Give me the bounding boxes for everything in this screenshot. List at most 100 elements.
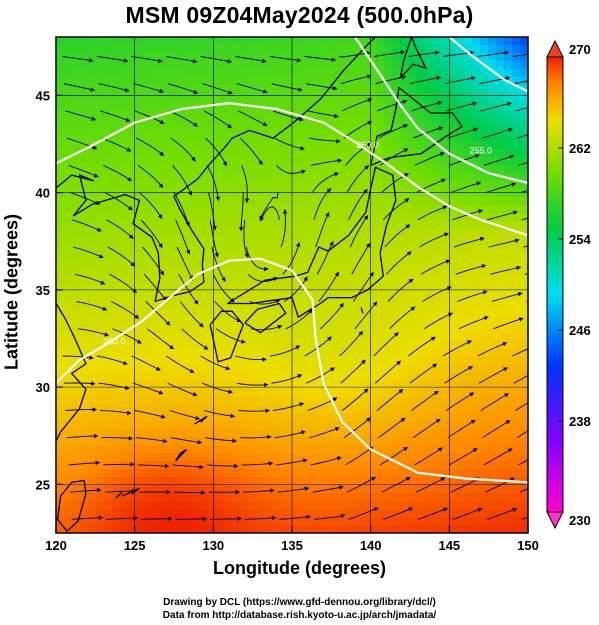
field-cell bbox=[344, 85, 353, 94]
field-cell bbox=[504, 365, 513, 374]
field-cell bbox=[312, 277, 321, 286]
field-cell bbox=[272, 157, 281, 166]
field-cell bbox=[224, 349, 233, 358]
field-cell bbox=[232, 245, 241, 254]
field-cell bbox=[328, 405, 337, 414]
coastline bbox=[56, 479, 87, 533]
field-cell bbox=[112, 365, 121, 374]
field-cell bbox=[424, 117, 433, 126]
field-cell bbox=[496, 469, 505, 478]
field-cell bbox=[264, 109, 273, 118]
field-cell bbox=[256, 301, 265, 310]
field-cell bbox=[360, 429, 369, 438]
field-cell bbox=[160, 421, 169, 430]
field-cell bbox=[256, 421, 265, 430]
field-cell bbox=[224, 301, 233, 310]
field-cell bbox=[120, 445, 129, 454]
field-cell bbox=[216, 285, 225, 294]
field-cell bbox=[256, 165, 265, 174]
field-cell bbox=[400, 429, 409, 438]
field-cell bbox=[200, 133, 209, 142]
field-cell bbox=[424, 477, 433, 486]
field-cell bbox=[368, 101, 377, 110]
field-cell bbox=[56, 237, 65, 246]
field-cell bbox=[120, 477, 129, 486]
field-cell bbox=[400, 93, 409, 102]
field-cell bbox=[160, 285, 169, 294]
field-cell bbox=[432, 525, 441, 533]
field-cell bbox=[400, 261, 409, 270]
field-cell bbox=[208, 189, 217, 198]
field-cell bbox=[280, 365, 289, 374]
field-cell bbox=[296, 413, 305, 422]
field-cell bbox=[88, 445, 97, 454]
streamline bbox=[279, 514, 311, 520]
field-cell bbox=[504, 389, 513, 398]
field-cell bbox=[168, 125, 177, 134]
field-cell bbox=[328, 269, 337, 278]
field-cell bbox=[432, 261, 441, 270]
field-cell bbox=[152, 213, 161, 222]
field-cell bbox=[440, 357, 449, 366]
field-cell bbox=[272, 173, 281, 182]
field-cell bbox=[264, 501, 273, 510]
field-cell bbox=[176, 149, 185, 158]
streamline bbox=[274, 137, 305, 151]
field-cell bbox=[104, 509, 113, 518]
field-cell bbox=[464, 525, 473, 533]
field-cell bbox=[160, 125, 169, 134]
field-cell bbox=[216, 301, 225, 310]
field-cell bbox=[176, 493, 185, 502]
field-cell bbox=[504, 429, 513, 438]
field-cell bbox=[240, 437, 249, 446]
field-cell bbox=[416, 109, 425, 118]
field-cell bbox=[416, 253, 425, 262]
field-cell bbox=[360, 445, 369, 454]
field-cell bbox=[200, 461, 209, 470]
field-cell bbox=[496, 293, 505, 302]
field-cell bbox=[264, 389, 273, 398]
field-cell bbox=[352, 133, 361, 142]
field-cell bbox=[400, 133, 409, 142]
field-cell bbox=[480, 501, 489, 510]
field-cell bbox=[424, 517, 433, 526]
field-cell bbox=[136, 229, 145, 238]
streamline bbox=[147, 328, 175, 350]
field-cell bbox=[120, 485, 129, 494]
field-cell bbox=[392, 413, 401, 422]
field-cell bbox=[152, 357, 161, 366]
field-cell bbox=[72, 85, 81, 94]
field-cell bbox=[240, 397, 249, 406]
field-cell bbox=[360, 125, 369, 134]
field-cell bbox=[96, 389, 105, 398]
field-cell bbox=[304, 213, 313, 222]
field-cell bbox=[96, 493, 105, 502]
field-cell bbox=[128, 301, 137, 310]
field-cell bbox=[248, 53, 257, 62]
field-cell bbox=[368, 357, 377, 366]
field-cell bbox=[104, 349, 113, 358]
field-cell bbox=[272, 341, 281, 350]
field-cell bbox=[456, 69, 465, 78]
field-cell bbox=[128, 221, 137, 230]
field-cell bbox=[384, 117, 393, 126]
field-cell bbox=[496, 277, 505, 286]
streamline bbox=[315, 212, 330, 248]
field-cell bbox=[416, 349, 425, 358]
field-cell bbox=[400, 333, 409, 342]
field-cell bbox=[400, 237, 409, 246]
field-cell bbox=[312, 453, 321, 462]
field-cell bbox=[248, 469, 257, 478]
field-cell bbox=[128, 149, 137, 158]
field-cell bbox=[344, 197, 353, 206]
field-cell bbox=[296, 173, 305, 182]
field-cell bbox=[256, 205, 265, 214]
field-cell bbox=[408, 389, 417, 398]
streamline bbox=[409, 75, 442, 85]
field-cell bbox=[96, 141, 105, 150]
field-cell bbox=[408, 445, 417, 454]
field-cell bbox=[152, 493, 161, 502]
field-cell bbox=[384, 197, 393, 206]
field-cell bbox=[56, 461, 65, 470]
